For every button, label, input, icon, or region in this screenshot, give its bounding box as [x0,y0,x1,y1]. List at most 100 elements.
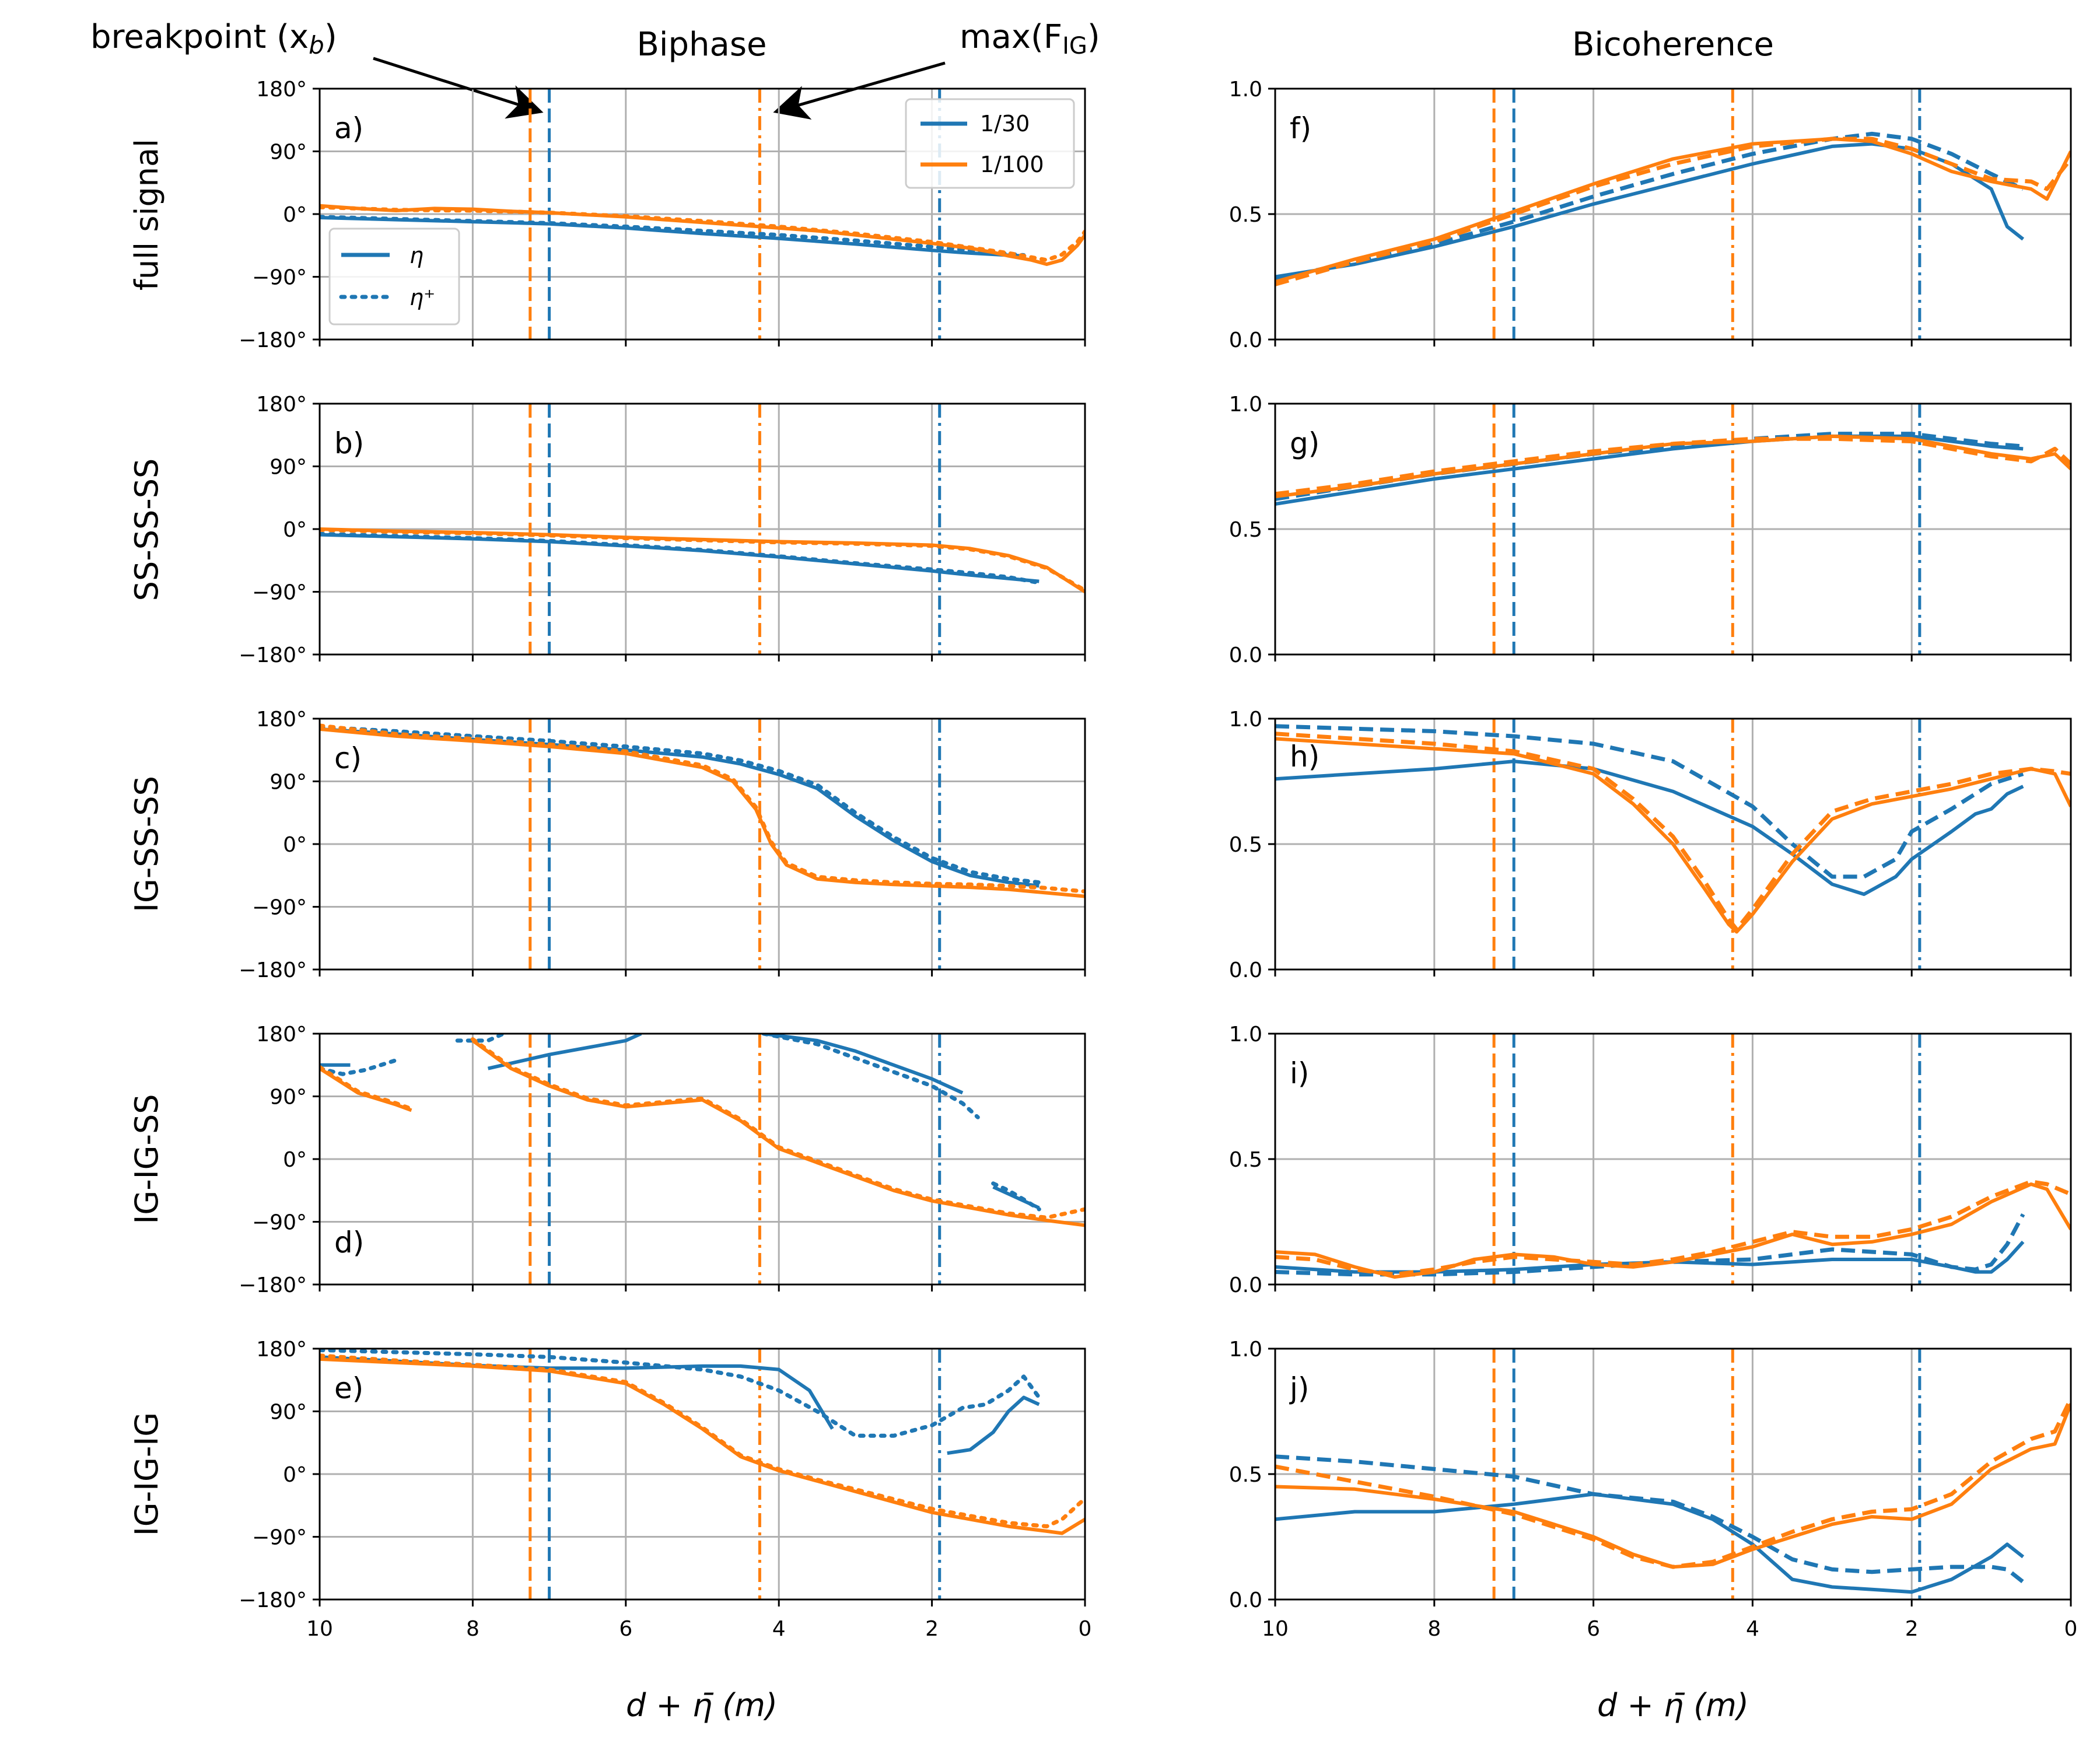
y-tick-label: 0.5 [1229,203,1262,227]
y-tick-label: 0.0 [1229,958,1262,982]
x-tick-label: 8 [1427,1617,1441,1641]
y-tick-label: 0° [283,833,307,857]
x-tick-label: 6 [1587,1617,1600,1641]
series-1-100- [320,527,1085,594]
x-tick-label: 0 [2064,1617,2078,1641]
series-1-30- [1275,1240,2025,1274]
y-tick-label: 1.0 [1229,78,1262,102]
legend-variable: η η⁺ [328,228,460,326]
row-label-ig-ss-ss: IG-SS-SS [128,776,165,912]
series-1-100- [1275,1182,2071,1279]
y-tick-label: 0.0 [1229,328,1262,352]
y-tick-label: −90° [252,266,307,290]
panel-label: g) [1290,426,1320,460]
series-1-30- [1275,434,2024,506]
max-fig-annotation: max(FIG) [960,18,1100,60]
series-1-30- [320,531,1041,585]
breakpoint-annotation-text: breakpoint (x [90,18,309,56]
y-tick-label: 180° [256,78,307,102]
panels-group: 180° 90° 0° −90° −180° a) 180° 90° 0° −90° −180° b)… [239,78,2077,1641]
max-fig-annotation-close: ) [1087,18,1100,56]
series-1-100- [1275,1403,2071,1569]
panel-f: 1.0 0.5 0.0 f) [1229,78,2072,352]
panel-b: 180° 90° 0° −90° −180° b) [239,393,1086,667]
breakpoint-arrow [373,57,544,119]
panel-a: 180° 90° 0° −90° −180° a) [239,78,1086,352]
max-fig-arrow [773,61,946,120]
breakpoint-annotation: breakpoint (xb) [90,18,337,60]
row-label-full-signal: full signal [128,139,165,290]
y-tick-label: 0.5 [1229,518,1262,542]
panel-label: f) [1290,111,1311,145]
breakpoint-annotation-sub: b [309,31,324,60]
series-1-30- [1275,760,2024,896]
series-1-30-seg2 [455,1034,506,1043]
series-1-30-seg2 [487,1034,642,1070]
panel-c: 180° 90° 0° −90° −180° c) [239,708,1086,982]
series-1-30-seg3 [761,1034,980,1119]
panel-g: 1.0 0.5 0.0 g) [1229,393,2072,667]
panel-label: j) [1289,1371,1309,1405]
panel-h: 1.0 0.5 0.0 h) [1229,708,2072,982]
biphase-column-title: Biphase [637,26,767,64]
panel-label: b) [334,426,364,460]
y-tick-label: 180° [256,1338,307,1362]
panel-label: h) [1290,740,1320,774]
row-label-ig-ig-ss: IG-IG-SS [128,1094,165,1224]
y-tick-label: 180° [256,393,307,416]
y-tick-label: 0° [283,1463,307,1487]
legend-slope-label: 1/30 [980,111,1030,136]
y-tick-label: 1.0 [1229,1023,1262,1046]
bicoherence-column-title: Bicoherence [1572,26,1774,64]
x-tick-label: 10 [306,1617,333,1641]
series-1-100- [320,1353,1085,1529]
row-label-ig-ig-ig: IG-IG-IG [128,1412,165,1536]
series-1-100- [1275,136,2071,286]
panel-e: 180° 90° 0° −90° −180° 10 8 6 4 2 0 e) [239,1338,1091,1641]
series-1-30-seg1 [320,1058,398,1076]
y-tick-label: 1.0 [1229,1338,1262,1362]
x-tick-label: 8 [466,1617,480,1641]
panel-label: i) [1290,1056,1309,1090]
series-1-100- [1275,732,2071,932]
series-1-30-seg1 [320,1355,834,1430]
y-tick-label: −180° [239,958,307,982]
panel-j: 1.0 0.5 0.010 8 6 4 2 0 j) [1229,1338,2078,1641]
x-tick-label: 6 [619,1617,632,1641]
y-tick-label: 0.5 [1229,1148,1262,1172]
series-1-100- [1275,1180,2071,1277]
series-1-100- [320,727,1085,898]
y-tick-label: 90° [270,141,307,164]
x-axis-label-right: d + η̄ (m) [1597,1687,1749,1724]
y-tick-label: 90° [270,771,307,794]
x-tick-label: 0 [1079,1617,1092,1641]
series-1-100- [1275,436,2071,496]
y-tick-label: 0.0 [1229,1273,1262,1297]
legend-slope-label: 1/100 [980,152,1044,177]
series-1-30- [320,215,1026,257]
series-1-30- [1275,131,2024,282]
series-1-100-seg1 [320,1065,414,1111]
panel-i: 1.0 0.5 0.0 i) [1229,1023,2072,1297]
series-1-100- [1275,434,2071,499]
series-1-30- [1275,142,2025,279]
series-1-30-seg2 [947,1395,1040,1455]
panel-label: e) [334,1371,363,1405]
legend-variable-box [328,228,460,326]
series-1-30- [320,1349,1041,1438]
y-tick-label: −180° [239,1273,307,1297]
series-1-100- [1275,137,2071,284]
y-tick-label: 0° [283,203,307,227]
max-fig-annotation-text: max(F [960,18,1062,56]
x-tick-label: 4 [1746,1617,1759,1641]
y-tick-label: −90° [252,581,307,605]
series-1-30-seg3 [763,1034,964,1095]
y-tick-label: −90° [252,1211,307,1235]
series-1-100- [320,723,1085,894]
y-tick-label: 1.0 [1229,393,1262,416]
y-tick-label: −90° [252,1526,307,1550]
max-fig-annotation-sub: IG [1062,33,1087,60]
y-tick-label: 180° [256,1023,307,1046]
legend-slope: 1/30 1/100 [905,98,1075,189]
